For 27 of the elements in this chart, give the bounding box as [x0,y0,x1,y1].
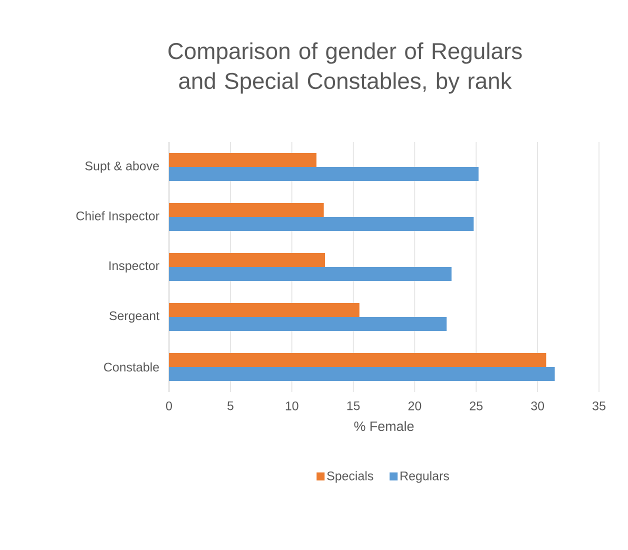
x-tick-label: 35 [592,402,606,410]
x-tick-label: 30 [531,402,544,410]
bar [169,166,479,181]
x-tick-label: 20 [408,402,422,410]
y-tick-label: Chief Inspector [76,211,160,223]
x-tick-label: 5 [227,402,234,410]
x-tick-label: 15 [347,402,360,410]
bar [169,202,324,217]
bar [169,266,452,281]
x-tick-label: 25 [470,402,483,410]
bar [169,216,474,231]
bar [169,152,316,167]
bar [169,316,447,331]
y-tick-label: Supt & above [85,161,159,173]
x-axis-title: % Female [354,421,414,432]
y-tick-label: Constable [104,362,159,372]
y-tick-label: Inspector [109,261,160,273]
bar [169,366,555,381]
bar [169,352,546,367]
bar [169,302,360,317]
chart-title: Comparison of gender of Regulars and Special Constables, by rank [168,42,522,94]
legend-label: Specials [327,471,374,483]
y-tick-label: Sergeant [110,311,160,323]
x-tick-label: 10 [286,402,298,410]
bar [169,252,326,267]
x-tick-label: 0 [166,402,172,410]
legend-label: Regulars [400,471,449,483]
